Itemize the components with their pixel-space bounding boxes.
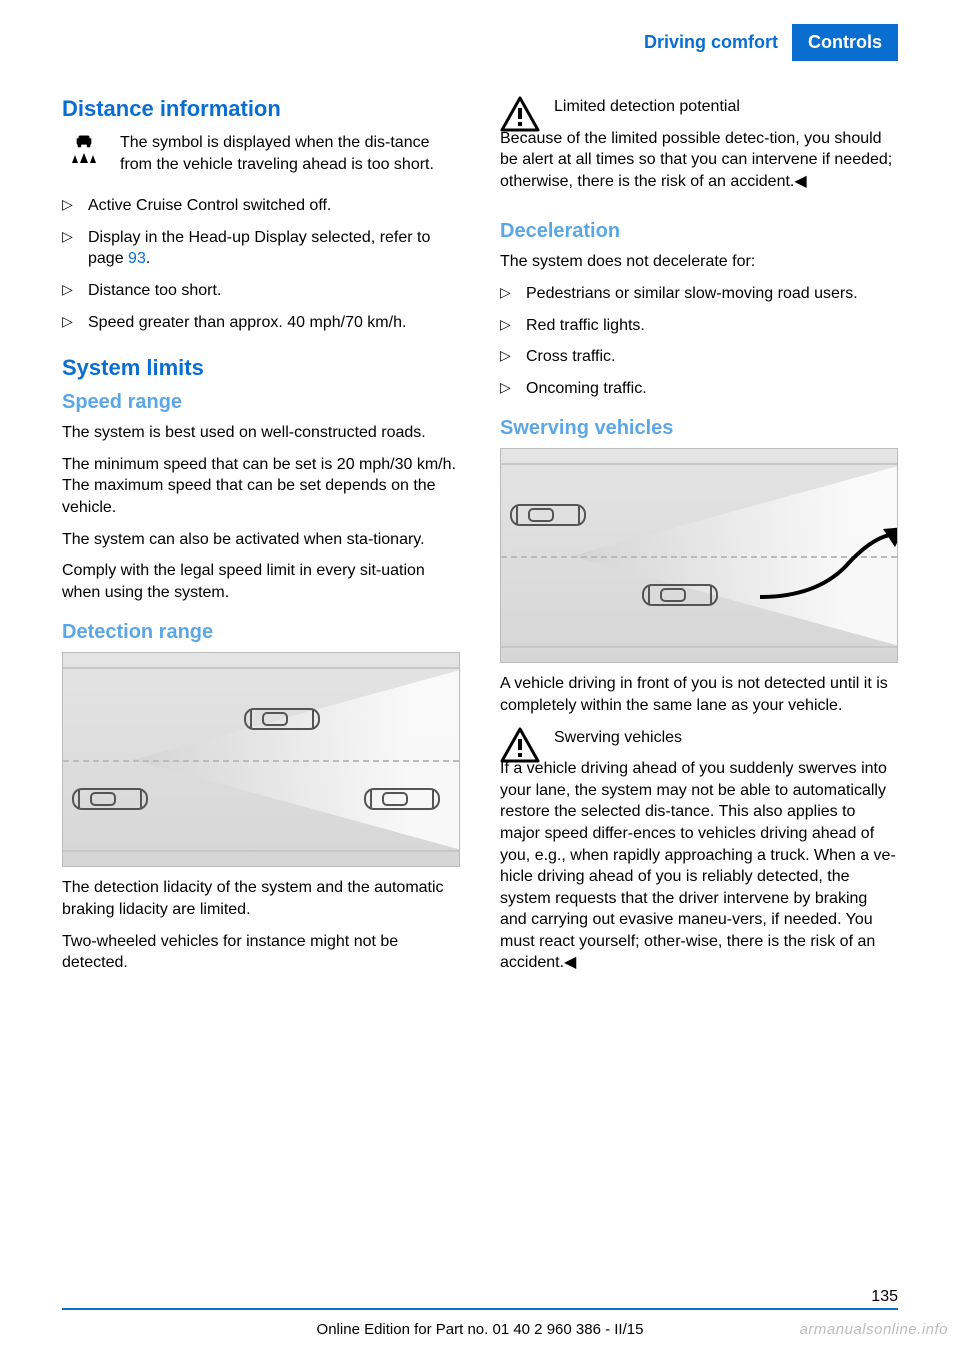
right-column: Limited detection potential Because of t… — [500, 96, 898, 994]
decel-bullets: Pedestrians or similar slow-moving road … — [500, 283, 898, 399]
car-rear-icon — [73, 134, 95, 148]
heading-deceleration: Deceleration — [500, 220, 898, 243]
lead-car-upper-icon — [243, 701, 321, 737]
bullet-dist-short: Distance too short. — [62, 280, 460, 302]
swerving-diagram — [500, 448, 898, 663]
warn1-body: Because of the limited possible detec‐ti… — [500, 128, 898, 193]
decel-b3: Cross traffic. — [500, 346, 898, 368]
swerve-arrow-icon — [755, 527, 898, 607]
ego-car-icon — [71, 781, 149, 817]
header-section-label: Driving comfort — [644, 32, 792, 53]
heading-swerving-vehicles: Swerving vehicles — [500, 417, 898, 440]
distance-symbol-icon — [62, 132, 106, 185]
heading-speed-range: Speed range — [62, 391, 460, 414]
left-column: Distance information The symbol is displ… — [62, 96, 460, 994]
header-chapter-label: Controls — [792, 24, 898, 61]
heading-distance-information: Distance information — [62, 96, 460, 122]
watermark: armanualsonline.info — [800, 1321, 948, 1338]
warning-triangle-icon — [500, 727, 540, 763]
lead-car-lower-icon — [363, 781, 441, 817]
decel-b2: Red traffic lights. — [500, 315, 898, 337]
heading-detection-range: Detection range — [62, 621, 460, 644]
warn2-title: Swerving vehicles — [554, 727, 898, 749]
speed-range-p4: Comply with the legal speed limit in eve… — [62, 560, 460, 603]
detection-p1: The detection lidacity of the system and… — [62, 877, 460, 920]
decel-b1: Pedestrians or similar slow-moving road … — [500, 283, 898, 305]
bullet-acc-off: Active Cruise Control switched off. — [62, 195, 460, 217]
content-columns: Distance information The symbol is displ… — [62, 96, 898, 994]
detection-range-diagram — [62, 652, 460, 867]
speed-range-p1: The system is best used on well-construc… — [62, 422, 460, 444]
speed-range-p3: The system can also be activated when st… — [62, 529, 460, 551]
swerving-car-icon — [641, 577, 719, 613]
footer-rule — [62, 1308, 898, 1310]
bullet-hud: Display in the Head-up Display selected,… — [62, 227, 460, 270]
warning-triangles-icon — [72, 150, 96, 164]
warn1-title: Limited detection potential — [554, 96, 898, 118]
warning-triangle-icon — [500, 96, 540, 132]
warning-limited-detection: Limited detection potential Because of t… — [500, 96, 898, 202]
header-bar: Driving comfort Controls — [644, 24, 898, 60]
decel-b4: Oncoming traffic. — [500, 378, 898, 400]
page-number: 135 — [871, 1288, 898, 1306]
speed-range-p2: The minimum speed that can be set is 20 … — [62, 454, 460, 519]
swerve-para: A vehicle driving in front of you is not… — [500, 673, 898, 716]
ego-car-swerve-icon — [509, 497, 587, 533]
warn2-body: If a vehicle driving ahead of you sudden… — [500, 758, 898, 974]
page-ref-link[interactable]: 93 — [128, 250, 146, 267]
heading-system-limits: System limits — [62, 355, 460, 381]
warning-swerving: Swerving vehicles If a vehicle driving a… — [500, 727, 898, 985]
bullet-speed-gt: Speed greater than approx. 40 mph/70 km/… — [62, 312, 460, 334]
distance-bullets: Active Cruise Control switched off. Disp… — [62, 195, 460, 333]
detection-p2: Two-wheeled vehicles for instance might … — [62, 931, 460, 974]
distance-info-para: The symbol is displayed when the dis‐tan… — [62, 132, 460, 185]
decel-intro: The system does not decelerate for: — [500, 251, 898, 273]
distance-info-text: The symbol is displayed when the dis‐tan… — [120, 132, 460, 175]
